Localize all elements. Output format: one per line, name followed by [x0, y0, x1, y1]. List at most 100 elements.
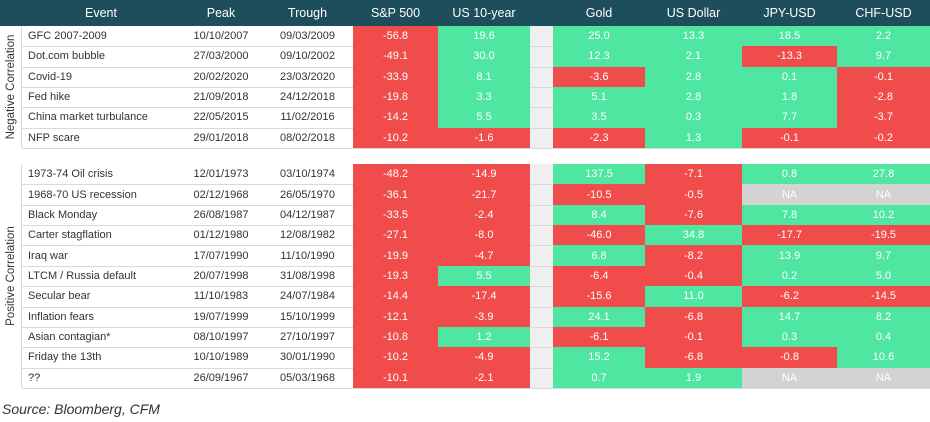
- event-name: Iraq war: [28, 249, 68, 262]
- date-cell: 12/01/1973: [193, 168, 249, 181]
- event-name: 1968-70 US recession: [28, 188, 137, 201]
- date-cell: 20/02/2020: [193, 70, 249, 83]
- value-cell: -0.1: [645, 326, 742, 348]
- value-cell: -48.2: [353, 164, 438, 185]
- gap-column: [530, 164, 553, 388]
- column-header: Event: [22, 0, 180, 26]
- value-cell: -19.8: [353, 87, 438, 108]
- date-cell: 24/12/2018: [279, 91, 336, 104]
- value-cell: -2.8: [837, 87, 930, 108]
- value-cell: -7.6: [645, 204, 742, 226]
- value-cell: NA: [837, 184, 930, 205]
- value-cell: 13.9: [742, 245, 837, 266]
- value-cell: 0.2: [742, 265, 837, 287]
- value-cell: 10.6: [837, 347, 930, 368]
- value-cell: -8.2: [645, 245, 742, 266]
- value-cell: -6.4: [553, 265, 645, 287]
- value-cell: -0.5: [645, 184, 742, 205]
- value-cell: -6.8: [645, 306, 742, 327]
- value-cell: 10.2: [837, 204, 930, 226]
- value-cell: -10.8: [353, 326, 438, 348]
- value-cell: 3.3: [438, 87, 530, 108]
- value-cell: -1.6: [438, 127, 530, 148]
- event-name: GFC 2007-2009: [28, 30, 107, 43]
- value-cell: 34.8: [645, 225, 742, 246]
- column-header: JPY-USD: [742, 0, 837, 26]
- date-cell: 11/10/1983: [193, 290, 249, 303]
- date-cell: 20/07/1998: [193, 269, 249, 282]
- value-cell: -19.3: [353, 265, 438, 287]
- date-cell: 10/10/1989: [193, 351, 249, 364]
- value-cell: -4.7: [438, 245, 530, 266]
- column-header: S&P 500: [353, 0, 438, 26]
- value-cell: -3.6: [553, 66, 645, 87]
- value-cell: -15.6: [553, 286, 645, 307]
- date-cell: 27/03/2000: [193, 50, 249, 63]
- value-cell: 0.8: [742, 164, 837, 185]
- event-name: 1973-74 Oil crisis: [28, 168, 113, 181]
- value-cell: -10.1: [353, 367, 438, 388]
- value-cell: 30.0: [438, 46, 530, 67]
- value-cell: 1.9: [645, 367, 742, 388]
- value-cell: -4.9: [438, 347, 530, 368]
- date-cell: 11/02/2016: [280, 111, 335, 124]
- column-header: Gold: [553, 0, 645, 26]
- value-cell: 0.4: [837, 326, 930, 348]
- date-cell: 11/10/1990: [280, 249, 335, 262]
- group-label: Positive Correlation: [5, 226, 17, 326]
- column-header: CHF-USD: [837, 0, 930, 26]
- value-cell: -6.1: [553, 326, 645, 348]
- value-cell: 3.5: [553, 107, 645, 128]
- column-header: US Dollar: [645, 0, 742, 26]
- value-cell: 6.8: [553, 245, 645, 266]
- date-cell: 19/07/1999: [193, 310, 249, 323]
- value-cell: NA: [837, 367, 930, 388]
- event-name: Inflation fears: [28, 310, 95, 323]
- value-cell: 2.1: [645, 46, 742, 67]
- event-name: Black Monday: [28, 208, 98, 221]
- date-cell: 09/03/2009: [279, 30, 336, 43]
- value-cell: NA: [742, 367, 837, 388]
- value-cell: -0.8: [742, 347, 837, 368]
- value-cell: -0.4: [645, 265, 742, 287]
- column-header: US 10-year: [438, 0, 530, 26]
- value-cell: -17.7: [742, 225, 837, 246]
- value-cell: -10.5: [553, 184, 645, 205]
- event-name: NFP scare: [28, 131, 80, 144]
- value-cell: -21.7: [438, 184, 530, 205]
- value-cell: 7.7: [742, 107, 837, 128]
- value-cell: 2.8: [645, 87, 742, 108]
- column-header: Trough: [262, 0, 353, 26]
- value-cell: 19.6: [438, 26, 530, 47]
- value-cell: 27.8: [837, 164, 930, 185]
- value-cell: 2.2: [837, 26, 930, 47]
- value-cell: -49.1: [353, 46, 438, 67]
- date-cell: 15/10/1999: [279, 310, 336, 323]
- value-cell: -10.2: [353, 127, 438, 148]
- value-cell: -10.2: [353, 347, 438, 368]
- value-cell: -17.4: [438, 286, 530, 307]
- event-name: Dot.com bubble: [28, 50, 106, 63]
- date-cell: 26/08/1987: [193, 208, 249, 221]
- event-name: ??: [28, 371, 41, 384]
- value-cell: -33.5: [353, 204, 438, 226]
- column-header: Peak: [180, 0, 262, 26]
- event-name: Fed hike: [28, 91, 71, 104]
- value-cell: 8.4: [553, 204, 645, 226]
- event-name: Friday the 13th: [28, 351, 102, 364]
- value-cell: 11.0: [645, 286, 742, 307]
- date-cell: 08/10/1997: [193, 331, 249, 344]
- value-cell: -27.1: [353, 225, 438, 246]
- value-cell: 2.8: [645, 66, 742, 87]
- value-cell: 25.0: [553, 26, 645, 47]
- value-cell: 5.5: [438, 265, 530, 287]
- value-cell: -56.8: [353, 26, 438, 47]
- group-divider: [0, 164, 22, 388]
- value-cell: -2.4: [438, 204, 530, 226]
- value-cell: 14.7: [742, 306, 837, 327]
- value-cell: -12.1: [353, 306, 438, 327]
- event-name: Secular bear: [28, 290, 91, 303]
- date-cell: 04/12/1987: [279, 208, 336, 221]
- date-cell: 29/01/2018: [193, 131, 249, 144]
